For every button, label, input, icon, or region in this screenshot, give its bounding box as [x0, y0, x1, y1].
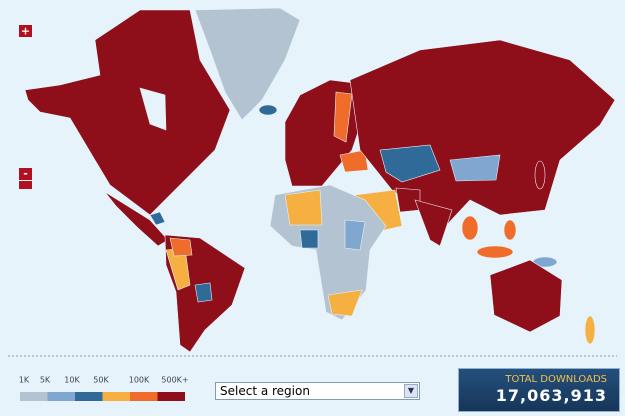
japan — [534, 160, 546, 190]
west-africa — [284, 189, 323, 226]
eastern-europe — [339, 149, 369, 173]
east-africa — [344, 219, 366, 251]
zoom-out-button[interactable] — [19, 181, 32, 189]
nigeria — [299, 229, 319, 249]
legend-label: 10K — [64, 376, 80, 385]
dropdown-arrow[interactable]: ▼ — [404, 384, 418, 398]
central-america — [104, 191, 169, 247]
legend-label: 50K — [93, 376, 109, 385]
india — [414, 199, 453, 247]
hudson-bay — [139, 87, 167, 131]
legend-label: 100K — [129, 376, 150, 385]
new-zealand — [584, 315, 596, 345]
south-africa — [327, 289, 363, 317]
legend-swatch — [102, 392, 130, 401]
se-asia-2 — [476, 245, 514, 259]
region-select-label: Select a region — [220, 384, 310, 398]
north-america — [24, 9, 231, 216]
zoom-out-button[interactable] — [19, 168, 32, 180]
legend-label: 1K — [19, 376, 30, 385]
legend: 1K 5K 10K 50K 100K 500K+ — [19, 376, 189, 401]
paraguay — [194, 282, 213, 303]
zoom-in-label: + — [21, 25, 30, 38]
legend-swatch — [157, 392, 185, 401]
region-select[interactable]: Select a region ▼ — [215, 382, 420, 400]
iran — [395, 187, 421, 213]
legend-label: 500K+ — [161, 376, 188, 385]
zoom-out[interactable]: - — [19, 167, 32, 189]
scandinavia — [333, 91, 353, 143]
total-downloads: TOTAL DOWNLOADS 17,063,913 — [458, 368, 620, 412]
se-asia-3 — [503, 219, 517, 241]
zoom-out-label: - — [23, 167, 28, 180]
legend-swatch — [47, 392, 75, 401]
mongolia — [449, 154, 501, 182]
kazakhstan — [379, 144, 441, 183]
total-label: TOTAL DOWNLOADS — [505, 374, 607, 385]
legend-swatch — [20, 392, 48, 401]
zoom-in-button[interactable] — [19, 25, 32, 37]
total-value: 17,063,913 — [495, 386, 607, 405]
iceland — [258, 104, 278, 116]
colombia — [169, 237, 193, 257]
legend-label: 5K — [40, 376, 51, 385]
legend-swatch — [130, 392, 158, 401]
greenland — [194, 7, 301, 121]
se-asia-1 — [461, 215, 479, 241]
australia — [489, 259, 563, 333]
legend-swatch — [75, 392, 103, 401]
caribbean — [149, 211, 166, 226]
zoom-in[interactable]: + — [19, 25, 32, 38]
